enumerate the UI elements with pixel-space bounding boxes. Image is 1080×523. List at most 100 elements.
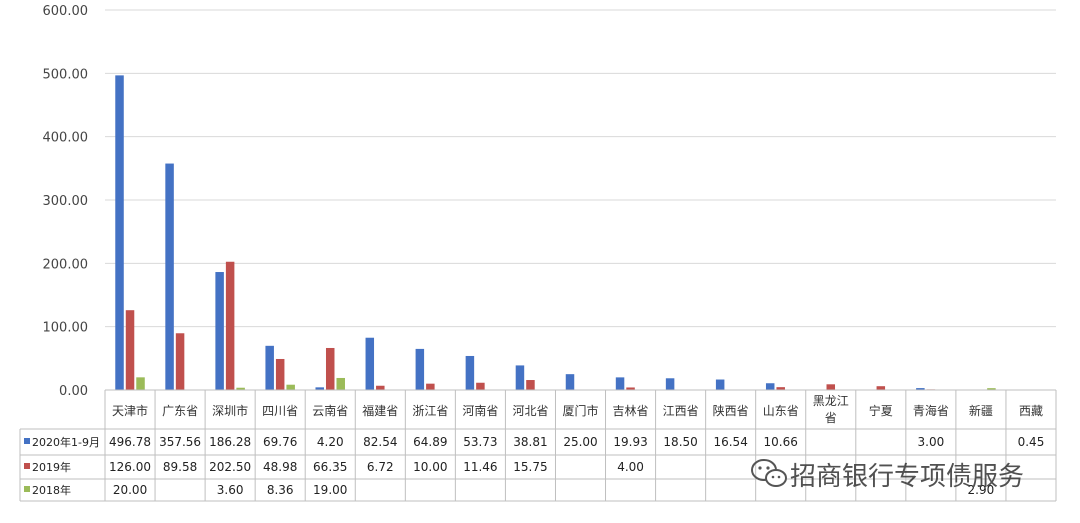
data-label: 15.75 <box>513 460 547 474</box>
data-label: 69.76 <box>263 435 297 449</box>
bar <box>286 384 295 390</box>
data-label: 89.58 <box>163 460 197 474</box>
bar <box>916 388 925 390</box>
data-label: 4.00 <box>617 460 644 474</box>
bar <box>376 385 385 390</box>
y-tick-label: 600.00 <box>43 4 89 19</box>
bar <box>275 358 285 390</box>
bar <box>426 383 435 390</box>
watermark-text: 招商银行专项债服务 <box>790 462 1024 492</box>
category-label: 四川省 <box>262 404 298 418</box>
bar <box>125 310 135 390</box>
bar <box>826 384 836 390</box>
legend-label: 2018年 <box>32 483 71 497</box>
bar <box>236 387 245 390</box>
bar <box>665 378 675 390</box>
data-label: 2.90 <box>968 483 995 497</box>
category-label: 陕西省 <box>713 403 749 418</box>
category-label: 厦门市 <box>562 403 598 418</box>
wechat-icon <box>751 459 787 487</box>
bar <box>325 347 335 390</box>
category-label: 吉林省 <box>613 404 649 418</box>
category-label: 天津市 <box>112 403 148 418</box>
y-tick-label: 400.00 <box>43 131 89 146</box>
legend-swatch <box>24 486 30 492</box>
y-tick-label: 200.00 <box>43 257 89 272</box>
category-label: 青海省 <box>913 403 949 418</box>
data-label: 3.60 <box>217 483 244 497</box>
data-label: 48.98 <box>263 460 297 474</box>
legend-label: 2020年1-9月 <box>32 435 100 449</box>
data-label: 38.81 <box>513 435 547 449</box>
y-tick-label: 0.00 <box>59 384 88 399</box>
category-label: 山东省 <box>763 404 799 418</box>
legend-swatch <box>24 463 30 469</box>
bar <box>265 345 274 390</box>
bar <box>515 365 525 390</box>
bar <box>987 388 996 390</box>
data-label: 19.93 <box>613 435 647 449</box>
data-label: 357.56 <box>159 435 201 449</box>
data-label: 202.50 <box>209 460 251 474</box>
bar <box>136 377 145 390</box>
category-label: 宁夏 <box>869 403 893 418</box>
bar <box>165 163 174 390</box>
category-label: 云南省 <box>312 403 348 418</box>
bar <box>225 261 235 390</box>
y-tick-label: 500.00 <box>43 67 89 82</box>
bar <box>476 382 485 390</box>
y-tick-label: 300.00 <box>43 194 89 209</box>
legend-swatch <box>24 438 30 444</box>
bar <box>365 337 375 390</box>
data-table: 天津市 广东省 深圳市 四川省 云南省 福建省 浙江省 河南省 河北省 厦门市 吉林省 江西省 陕西省山… <box>19 389 1057 502</box>
gridlines <box>105 9 1056 328</box>
data-label: 82.54 <box>363 435 397 449</box>
category-label: 新疆 <box>969 403 993 418</box>
bar <box>415 348 425 390</box>
bar <box>565 374 575 390</box>
category-label: 西藏 <box>1019 404 1043 418</box>
category-label: 浙江省 <box>412 404 448 418</box>
bar <box>336 377 345 390</box>
data-label: 8.36 <box>267 483 294 497</box>
data-label: 19.00 <box>313 483 347 497</box>
bars <box>115 75 1025 391</box>
category-label: 河南省 <box>462 403 498 418</box>
bar <box>876 386 886 390</box>
data-label: 126.00 <box>109 460 151 474</box>
bar <box>765 383 775 390</box>
data-label: 496.78 <box>109 435 151 449</box>
y-tick-label: 100.00 <box>43 321 89 336</box>
bar <box>776 387 785 390</box>
data-label: 10.00 <box>413 460 447 474</box>
y-axis: 0.00 100.00 200.00 300.00 400.00 500.00 600.00 <box>43 4 89 399</box>
category-label: 黑龙江省 <box>813 394 849 425</box>
data-label: 20.00 <box>113 483 147 497</box>
category-label: 江西省 <box>663 404 699 418</box>
bar <box>175 333 185 390</box>
data-label: 25.00 <box>563 435 597 449</box>
data-label: 0.45 <box>1018 435 1045 449</box>
bar <box>465 355 475 390</box>
legend-label: 2019年 <box>32 460 71 474</box>
data-label: 3.00 <box>918 435 945 449</box>
data-label: 11.46 <box>463 460 497 474</box>
bar <box>115 75 124 390</box>
category-label: 广东省 <box>162 404 198 418</box>
data-label: 16.54 <box>713 435 747 449</box>
category-label: 深圳市 <box>212 403 248 418</box>
data-label: 186.28 <box>209 435 251 449</box>
bar <box>615 377 625 390</box>
bar <box>526 380 535 390</box>
category-label: 福建省 <box>362 403 398 418</box>
data-label: 4.20 <box>317 435 344 449</box>
bar <box>315 387 324 390</box>
category-label: 河北省 <box>512 404 548 418</box>
data-label: 53.73 <box>463 435 497 449</box>
data-label: 64.89 <box>413 435 447 449</box>
bar <box>715 379 725 390</box>
data-label: 10.66 <box>764 435 798 449</box>
watermark: 招商银行专项债服务 <box>751 459 1024 492</box>
bar <box>215 272 224 390</box>
